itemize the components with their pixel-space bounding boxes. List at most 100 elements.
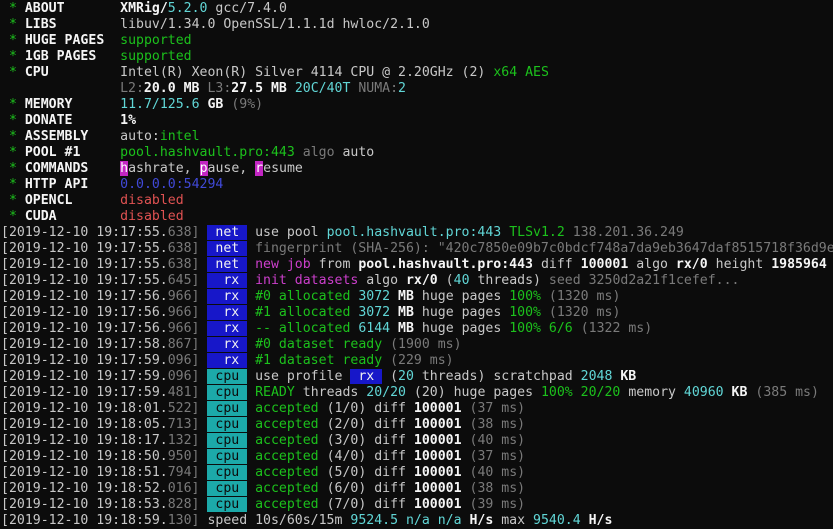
text-segment: huge pages: [413, 289, 510, 304]
text-segment: 40960: [683, 385, 724, 400]
log-row-accepted-6: [2019-12-10 19:18:52.016] cpu accepted (…: [1, 481, 833, 497]
text-segment: HUGE PAGES: [24, 33, 105, 48]
text-segment: [247, 305, 255, 320]
text-segment: [57, 209, 121, 224]
text-segment: *: [8, 161, 17, 176]
text-segment: LIBS: [24, 17, 57, 32]
assembly-row: * ASSEMBLY auto:intel: [1, 129, 833, 145]
text-segment: KB: [723, 385, 748, 400]
text-segment: supported: [120, 49, 192, 64]
text-segment: [2019-12-10 19:17:55.: [1, 225, 168, 240]
cpu-badge: cpu: [207, 385, 248, 400]
text-segment: 9524.5 n/a n/a: [350, 513, 462, 528]
text-segment: max: [493, 513, 533, 528]
text-segment: 966]: [167, 305, 200, 320]
text-segment: 100001: [413, 417, 462, 432]
text-segment: 100001: [413, 449, 462, 464]
text-segment: *: [8, 209, 17, 224]
text-segment: disabled: [120, 193, 184, 208]
text-segment: 638]: [167, 257, 200, 272]
text-segment: [17, 161, 25, 176]
text-segment: TLSv1.2: [509, 225, 565, 240]
text-segment: [2019-12-10 19:18:53.: [1, 497, 168, 512]
text-segment: KB: [612, 369, 637, 384]
text-segment: [247, 337, 255, 352]
text-segment: *: [8, 113, 17, 128]
text-segment: *: [8, 177, 17, 192]
text-segment: [17, 97, 25, 112]
text-segment: (39 ms): [461, 497, 526, 512]
text-segment: [247, 497, 255, 512]
text-segment: 10s/60s/15m: [247, 513, 351, 528]
http-api-row: * HTTP API 0.0.0.0:54294: [1, 177, 833, 193]
text-segment: [2019-12-10 19:18:05.: [1, 417, 168, 432]
text-segment: [17, 193, 25, 208]
text-segment: init datasets: [255, 273, 359, 288]
text-segment: [1, 177, 9, 192]
log-row-alloc-total: [2019-12-10 19:17:56.966] rx -- allocate…: [1, 321, 833, 337]
text-segment: 11.7/125.6: [120, 97, 200, 112]
text-segment: 6144: [358, 321, 391, 336]
text-segment: 100% 20/20: [540, 385, 621, 400]
log-row-accepted-1: [2019-12-10 19:18:01.522] cpu accepted (…: [1, 401, 833, 417]
text-segment: [2019-12-10 19:17:56.: [1, 289, 168, 304]
text-segment: 3072: [358, 289, 391, 304]
text-segment: [2019-12-10 19:17:55.: [1, 273, 168, 288]
text-segment: [17, 65, 25, 80]
text-segment: (1320 ms): [540, 305, 621, 320]
text-segment: L2:: [120, 81, 144, 96]
log-row-speed: [2019-12-10 19:18:59.130] speed 10s/60s/…: [1, 513, 833, 529]
text-segment: #0 allocated: [255, 289, 351, 304]
text-segment: [247, 449, 255, 464]
text-segment: [2019-12-10 19:18:01.: [1, 401, 168, 416]
text-segment: 2048: [580, 369, 613, 384]
rx-badge: rx: [207, 353, 248, 368]
about-row: * ABOUT XMRig/5.2.0 gcc/7.4.0: [1, 1, 833, 17]
text-segment: ASSEMBLY: [24, 129, 89, 144]
cpu-badge: cpu: [207, 417, 248, 432]
log-row-use-profile: [2019-12-10 19:17:59.096] cpu use profil…: [1, 369, 833, 385]
text-segment: MEMORY: [24, 97, 73, 112]
log-row-alloc-0: [2019-12-10 19:17:56.966] rx #0 allocate…: [1, 289, 833, 305]
text-segment: 828]: [167, 497, 200, 512]
text-segment: threads: [294, 385, 367, 400]
text-segment: pool.hashvault.pro:443: [120, 145, 295, 160]
text-segment: intel: [159, 129, 200, 144]
text-segment: accepted: [255, 449, 319, 464]
text-segment: height: [707, 257, 772, 272]
cuda-row: * CUDA disabled: [1, 209, 833, 225]
text-segment: seed 3250d2a21f1cefef...: [548, 273, 740, 288]
text-segment: threads) scratchpad: [413, 369, 581, 384]
text-segment: NUMA:: [358, 81, 399, 96]
text-segment: ABOUT: [24, 1, 65, 16]
text-segment: use pool: [247, 225, 327, 240]
text-segment: 1GB PAGES: [24, 49, 97, 64]
cpu-badge: cpu: [207, 465, 248, 480]
cpu-cache-row: L2:20.0 MB L3:27.5 MB 20C/40T NUMA:2: [1, 81, 833, 97]
text-segment: *: [8, 33, 17, 48]
text-segment: [65, 1, 121, 16]
text-segment: [247, 257, 255, 272]
text-segment: 1%: [120, 113, 137, 128]
memory-row: * MEMORY 11.7/125.6 GB (9%): [1, 97, 833, 113]
text-segment: (38 ms): [461, 481, 526, 496]
text-segment: [1, 33, 9, 48]
rx-badge: rx: [207, 321, 248, 336]
text-segment: (1/0) diff: [318, 401, 414, 416]
text-segment: huge pages: [413, 305, 510, 320]
text-segment: [287, 81, 295, 96]
1gb-pages-row: * 1GB PAGES supported: [1, 49, 833, 65]
log-row-alloc-1: [2019-12-10 19:17:56.966] rx #1 allocate…: [1, 305, 833, 321]
text-segment: accepted: [255, 465, 319, 480]
text-segment: 0.0.0.0:54294: [120, 177, 224, 192]
text-segment: [247, 465, 255, 480]
text-segment: 867]: [167, 337, 200, 352]
text-segment: 645]: [167, 273, 200, 288]
text-segment: [247, 273, 255, 288]
text-segment: 100001: [413, 433, 462, 448]
text-segment: 27.5 MB: [231, 81, 287, 96]
donate-row: * DONATE 1%: [1, 113, 833, 129]
text-segment: [17, 49, 25, 64]
text-segment: *: [8, 97, 17, 112]
